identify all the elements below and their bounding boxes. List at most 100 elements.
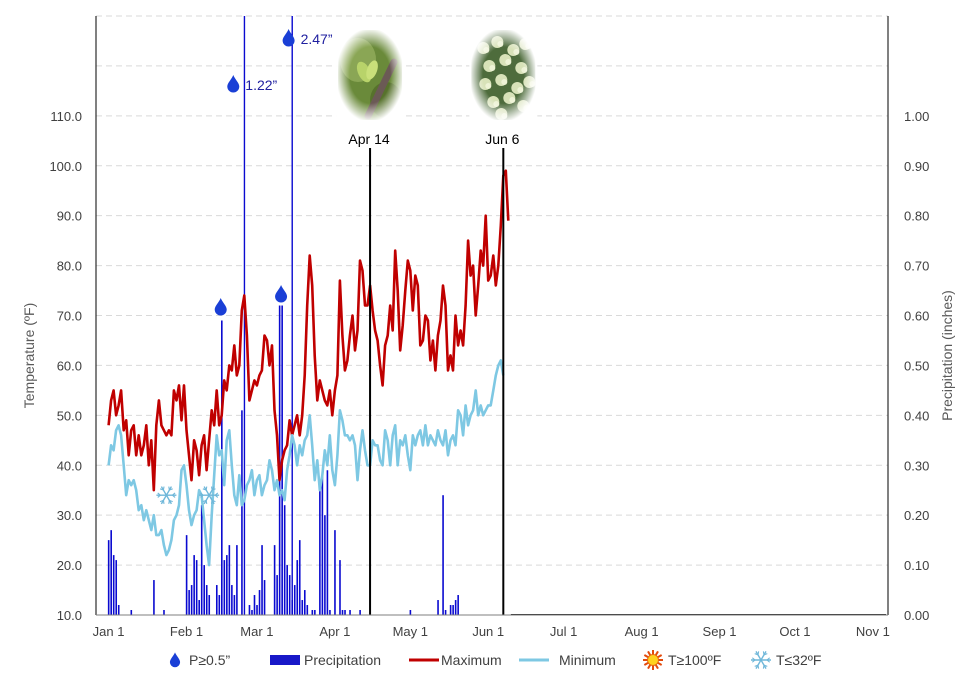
precipitation-bar xyxy=(457,595,459,615)
y-left-tick-label: 20.0 xyxy=(57,558,82,573)
snowflake-branch xyxy=(210,486,213,491)
precipitation-bar xyxy=(256,605,258,615)
y-left-tick-label: 30.0 xyxy=(57,508,82,523)
precipitation-bar xyxy=(203,565,206,615)
y-left-tick-label: 50.0 xyxy=(57,408,82,423)
precipitation-bar xyxy=(329,610,331,615)
water-drop-icon xyxy=(282,29,295,47)
snowflake-branch xyxy=(211,488,216,491)
y-right-tick-label: 0.30 xyxy=(904,458,929,473)
snowflake-branch xyxy=(159,488,164,491)
y-right-tick-label: 0.10 xyxy=(904,558,929,573)
y-right-tick-label: 0.90 xyxy=(904,159,929,174)
y-right-tick-label: 0.70 xyxy=(904,259,929,274)
precipitation-bar xyxy=(444,610,447,615)
precipitation-bar xyxy=(341,610,344,615)
y-left-axis-title: Temperature (ºF) xyxy=(21,303,37,408)
snowflake-branch xyxy=(200,492,204,496)
precipitation-bar xyxy=(253,595,256,615)
precipitation-bar xyxy=(296,560,299,615)
snowflake-branch xyxy=(157,492,161,496)
precipitation-bar xyxy=(344,610,346,615)
y-right-tick-label: 0.00 xyxy=(904,608,929,623)
precipitation-bar xyxy=(349,610,351,615)
precipitation-bar xyxy=(276,575,278,615)
sun-core xyxy=(647,654,659,666)
precipitation-bar xyxy=(195,560,198,615)
precipitation-bar xyxy=(208,595,211,615)
water-drop-icon xyxy=(227,75,240,93)
precipitation-bar xyxy=(409,610,412,615)
y-right-tick-label: 0.80 xyxy=(904,209,929,224)
y-left-tick-label: 80.0 xyxy=(57,259,82,274)
y-right-tick-label: 0.50 xyxy=(904,358,929,373)
precipitation-bar xyxy=(454,600,457,615)
x-tick-label: May 1 xyxy=(393,624,428,639)
precipitation-bar xyxy=(218,595,221,615)
snowflake-branch xyxy=(169,499,173,503)
snowflake-icon xyxy=(156,486,177,505)
precipitation-bar xyxy=(115,560,118,615)
precipitation-bar xyxy=(117,605,120,615)
x-tick-label: Feb 1 xyxy=(170,624,203,639)
snowflake-branch xyxy=(162,486,165,491)
precipitation-bar xyxy=(324,515,326,615)
temperature-lines xyxy=(107,169,886,615)
event-date-label: Jun 6 xyxy=(485,131,519,147)
precipitation-bar xyxy=(205,585,208,615)
x-tick-label: Oct 1 xyxy=(779,624,810,639)
precipitation-bar xyxy=(248,605,251,615)
x-tick-label: Mar 1 xyxy=(240,624,273,639)
snowflake-branch xyxy=(211,499,216,503)
precipitation-bar xyxy=(153,580,155,615)
precipitation-bar xyxy=(251,610,253,615)
y-left-tick-label: 60.0 xyxy=(57,358,82,373)
precipitation-bar xyxy=(193,555,195,615)
axes-layer: 10.0 20.0 30.0 40.0 50.0 60.0 70.0 80.0 90.0 100.… xyxy=(21,16,955,639)
precipitation-bar xyxy=(112,555,115,615)
legend-bar-swatch xyxy=(270,655,300,665)
legend-item-drop: P≥0.5” xyxy=(169,652,230,668)
snowflake-branch xyxy=(763,664,768,667)
photo-fade xyxy=(469,28,538,122)
precipitation-bar xyxy=(314,610,316,615)
snowflake-branch xyxy=(205,500,208,504)
precipitation-bar xyxy=(442,495,444,615)
water-drop-icon xyxy=(214,298,227,316)
precipitation-bar-offscale xyxy=(291,16,293,615)
snowflake-branch xyxy=(757,665,760,669)
legend-label: T≤32ºF xyxy=(776,652,821,668)
snowflake-branch xyxy=(751,657,756,661)
y-right-tick-label: 1.00 xyxy=(904,109,929,124)
snowflake-branch xyxy=(766,659,771,663)
precipitation-bar xyxy=(319,490,321,615)
precipitation-bar xyxy=(110,530,112,615)
x-tick-label: Sep 1 xyxy=(703,624,737,639)
y-right-tick-label: 0.60 xyxy=(904,309,929,324)
precipitation-bar xyxy=(223,560,226,615)
y-right-tick-label: 0.20 xyxy=(904,508,929,523)
precipitation-bar xyxy=(198,600,200,615)
snowflake-branch xyxy=(754,653,759,656)
photo-fade xyxy=(336,28,405,122)
snowflake-branch xyxy=(168,486,170,491)
precipitation-bar xyxy=(306,605,309,615)
precipitation-bar xyxy=(228,545,231,615)
precipitation-bar xyxy=(286,565,288,615)
precipitation-bar xyxy=(449,605,452,615)
drop-value-label: 1.22” xyxy=(245,77,277,93)
precipitation-bar xyxy=(226,555,228,615)
y-left-tick-label: 70.0 xyxy=(57,309,82,324)
snowflake-icon xyxy=(751,650,771,670)
legend-item-bar: Precipitation xyxy=(270,652,381,668)
precipitation-bar xyxy=(163,610,165,615)
precipitation-bar xyxy=(130,610,133,615)
snowflake-branch xyxy=(762,665,765,669)
precipitation-bar xyxy=(200,505,203,615)
precipitation-bar xyxy=(339,560,341,615)
legend-label: Minimum xyxy=(559,652,616,668)
precipitation-bar xyxy=(273,545,276,615)
legend-item-sun: T≥100ºF xyxy=(643,650,721,670)
leaf-bud-photo xyxy=(336,28,405,122)
